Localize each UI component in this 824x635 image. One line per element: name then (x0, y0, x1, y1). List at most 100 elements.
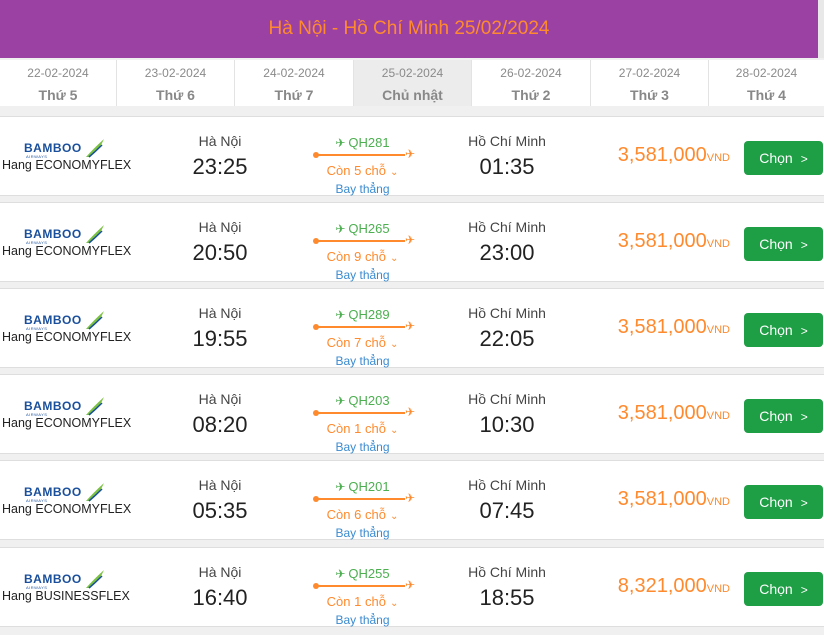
chevron-right-icon: > (800, 238, 808, 252)
date-tab-date: 22-02-2024 (27, 66, 89, 80)
origin-city: Hà Nội (198, 133, 242, 149)
arrival-time: 01:35 (479, 154, 535, 179)
flight-row: BAMBOO AIRWAYS Hang ECONOMYFLEX Hà Nội 1… (0, 288, 824, 368)
plane-arrow-icon: ✈ (404, 147, 415, 161)
seats-available[interactable]: Còn 1 chỗ ⌄ (326, 421, 399, 436)
bamboo-leaf-icon (86, 570, 104, 589)
arrival-time: 07:45 (479, 498, 535, 523)
arrival-time: 23:00 (479, 240, 535, 265)
plane-icon: ✈ (335, 308, 346, 322)
destination-city: Hồ Chí Minh (468, 391, 546, 407)
departure-time: 16:40 (192, 585, 248, 610)
arrival-time: 18:55 (479, 585, 535, 610)
date-tab-weekday: Thứ 2 (511, 87, 551, 103)
select-flight-button[interactable]: Chọn > (744, 572, 823, 606)
plane-icon: ✈ (335, 394, 346, 408)
destination-city: Hồ Chí Minh (468, 564, 546, 580)
date-selector: 22-02-2024 Thứ 5 23-02-2024 Thứ 6 24-02-… (0, 60, 824, 106)
bamboo-airways-logo: BAMBOO AIRWAYS (24, 223, 114, 249)
bamboo-leaf-icon (86, 483, 104, 502)
date-tab-weekday: Thứ 6 (156, 87, 195, 103)
origin-city: Hà Nội (198, 219, 242, 235)
arrival-time: 22:05 (479, 326, 535, 351)
cabin-class: Hang ECONOMYFLEX (2, 416, 132, 430)
chevron-right-icon: > (800, 410, 808, 424)
bamboo-leaf-icon (86, 397, 104, 416)
destination-city: Hồ Chí Minh (468, 219, 546, 235)
plane-arrow-icon: ✈ (404, 578, 415, 592)
chevron-down-icon: ⌄ (389, 253, 399, 264)
bamboo-leaf-icon (86, 225, 104, 244)
destination-city: Hồ Chí Minh (468, 477, 546, 493)
fare-price: 3,581,000VND (617, 230, 730, 252)
plane-icon: ✈ (335, 136, 346, 150)
route-dot (313, 496, 319, 502)
origin-city: Hà Nội (198, 391, 242, 407)
flight-route: ✈ QH281 ✈ Còn 5 chỗ ⌄ Bay thẳng (305, 135, 420, 196)
chevron-down-icon: ⌄ (389, 511, 399, 522)
flight-code: ✈ QH255 (335, 566, 390, 581)
departure-time: 05:35 (192, 498, 248, 523)
date-tab-5[interactable]: 27-02-2024 Thứ 3 (591, 60, 709, 106)
route-line: ✈ (313, 492, 415, 504)
route-line: ✈ (313, 579, 415, 591)
plane-arrow-icon: ✈ (404, 491, 415, 505)
select-flight-button[interactable]: Chọn > (744, 227, 823, 261)
cabin-class: Hang BUSINESSFLEX (2, 589, 130, 603)
date-tab-1[interactable]: 23-02-2024 Thứ 6 (117, 60, 235, 106)
route-dot (313, 152, 319, 158)
date-tab-date: 23-02-2024 (144, 66, 207, 80)
date-tab-4[interactable]: 26-02-2024 Thứ 2 (472, 60, 591, 106)
bamboo-airways-logo: BAMBOO AIRWAYS (24, 568, 114, 594)
direct-flight-label: Bay thẳng (335, 354, 390, 368)
date-tab-0[interactable]: 22-02-2024 Thứ 5 (0, 60, 117, 106)
date-tab-date: 26-02-2024 (500, 66, 562, 80)
origin-city: Hà Nội (198, 305, 242, 321)
flight-row: BAMBOO AIRWAYS Hang ECONOMYFLEX Hà Nội 2… (0, 116, 824, 196)
flight-route: ✈ QH203 ✈ Còn 1 chỗ ⌄ Bay thẳng (305, 393, 420, 454)
date-tab-weekday: Thứ 5 (38, 87, 78, 103)
select-flight-button[interactable]: Chọn > (744, 141, 823, 175)
date-tab-3-selected[interactable]: 25-02-2024 Chủ nhật (354, 60, 472, 106)
flight-route: ✈ QH265 ✈ Còn 9 chỗ ⌄ Bay thẳng (305, 221, 420, 282)
flight-route: ✈ QH289 ✈ Còn 7 chỗ ⌄ Bay thẳng (305, 307, 420, 368)
date-tab-6[interactable]: 28-02-2024 Thứ 4 (709, 60, 824, 106)
destination-city: Hồ Chí Minh (468, 305, 546, 321)
fare-price: 3,581,000VND (617, 488, 730, 510)
direct-flight-label: Bay thẳng (335, 440, 390, 454)
fare-price: 8,321,000VND (617, 575, 730, 597)
origin-city: Hà Nội (198, 477, 242, 493)
date-tab-date: 27-02-2024 (618, 66, 681, 80)
select-flight-button[interactable]: Chọn > (744, 399, 823, 433)
seats-available[interactable]: Còn 9 chỗ ⌄ (326, 249, 399, 264)
flight-row: BAMBOO AIRWAYS Hang BUSINESSFLEX Hà Nội … (0, 547, 824, 627)
flight-code: ✈ QH289 (335, 307, 390, 322)
date-tab-date: 25-02-2024 (381, 66, 444, 80)
plane-arrow-icon: ✈ (404, 319, 415, 333)
bamboo-leaf-icon (86, 311, 104, 330)
direct-flight-label: Bay thẳng (335, 526, 390, 540)
select-flight-button[interactable]: Chọn > (744, 485, 823, 519)
date-tab-date: 24-02-2024 (263, 66, 325, 80)
select-flight-button[interactable]: Chọn > (744, 313, 823, 347)
route-dot (313, 238, 319, 244)
flight-code: ✈ QH201 (335, 479, 390, 494)
route-header: Hà Nội - Hồ Chí Minh 25/02/2024 (0, 0, 818, 58)
plane-arrow-icon: ✈ (404, 233, 415, 247)
plane-icon: ✈ (335, 222, 346, 236)
flight-row: BAMBOO AIRWAYS Hang ECONOMYFLEX Hà Nội 0… (0, 374, 824, 454)
route-dot (313, 324, 319, 330)
cabin-class: Hang ECONOMYFLEX (2, 244, 132, 258)
date-tab-date: 28-02-2024 (735, 66, 798, 80)
origin-city: Hà Nội (198, 564, 242, 580)
chevron-right-icon: > (800, 496, 808, 510)
date-tab-weekday: Thứ 4 (747, 87, 786, 103)
departure-time: 19:55 (192, 326, 248, 351)
fare-price: 3,581,000VND (617, 316, 730, 338)
seats-available[interactable]: Còn 6 chỗ ⌄ (326, 507, 399, 522)
date-tab-2[interactable]: 24-02-2024 Thứ 7 (235, 60, 354, 106)
seats-available[interactable]: Còn 5 chỗ ⌄ (326, 163, 399, 178)
seats-available[interactable]: Còn 1 chỗ ⌄ (326, 594, 399, 609)
seats-available[interactable]: Còn 7 chỗ ⌄ (326, 335, 399, 350)
departure-time: 08:20 (192, 412, 248, 437)
